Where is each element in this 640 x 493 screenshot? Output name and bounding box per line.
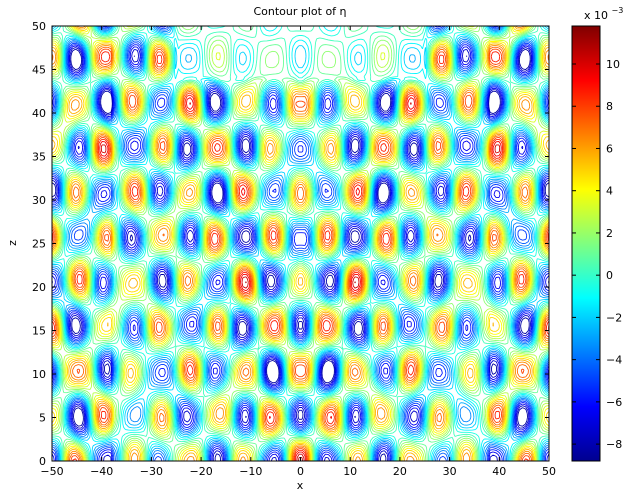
y-tick-label: 5 — [39, 412, 46, 425]
contour-lines — [52, 26, 549, 461]
contour-level — [52, 26, 549, 461]
contour-level — [52, 26, 549, 461]
x-tick-label: 20 — [393, 465, 407, 478]
y-axis: 0 5 10 15 20 25 30 35 40 45 50 — [32, 20, 549, 468]
x-tick-label: 30 — [443, 465, 457, 478]
y-tick-label: 15 — [32, 325, 46, 338]
colorbar-scale-label: x 10 −3 — [584, 6, 623, 22]
contour-level — [52, 47, 549, 461]
y-tick-label: 25 — [32, 238, 46, 251]
contour-level — [245, 281, 356, 461]
contour-level — [52, 26, 549, 461]
contour-level — [52, 26, 549, 461]
colorbar-tick-label: −2 — [606, 311, 622, 324]
colorbar-tick-label: 0 — [606, 269, 613, 282]
chart-title: Contour plot of η — [253, 5, 346, 18]
contour-level — [52, 26, 549, 461]
x-axis: −50 −40 −30 −20 −10 0 10 20 30 40 50 — [40, 26, 556, 478]
colorbar-tick-label: 8 — [606, 100, 613, 113]
y-tick-label: 35 — [32, 151, 46, 164]
x-tick-label: 0 — [297, 465, 304, 478]
colorbar-tick-label: −4 — [606, 354, 622, 367]
y-tick-label: 50 — [32, 20, 46, 33]
x-tick-label: −20 — [189, 465, 212, 478]
contour-level — [52, 26, 549, 461]
colorbar: −8 −6 −4 −2 0 2 4 6 8 10 x 10 −3 — [571, 6, 623, 462]
contour-level — [52, 26, 549, 461]
colorbar-gradient — [571, 25, 601, 462]
colorbar-tick-label: 2 — [606, 227, 613, 240]
contour-level — [52, 26, 549, 461]
colorbar-ticks: −8 −6 −4 −2 0 2 4 6 8 10 — [572, 58, 622, 451]
x-tick-label: −40 — [90, 465, 113, 478]
contour-level — [52, 26, 549, 461]
x-tick-label: 40 — [492, 465, 506, 478]
colorbar-tick-label: 4 — [606, 185, 613, 198]
x-tick-label: −30 — [140, 465, 163, 478]
contour-level — [52, 48, 549, 461]
x-tick-label: −10 — [239, 465, 262, 478]
colorbar-scale-base: x 10 — [584, 9, 608, 22]
contour-level — [52, 26, 549, 461]
colorbar-scale-exponent: −3 — [612, 6, 624, 15]
x-tick-label: 50 — [542, 465, 556, 478]
contour-level — [52, 26, 549, 461]
contour-level — [100, 102, 501, 461]
x-tick-label: −50 — [40, 465, 63, 478]
x-axis-label: x — [297, 479, 304, 492]
y-tick-label: 10 — [32, 368, 46, 381]
contour-level — [52, 26, 549, 461]
contour-level — [52, 26, 549, 461]
contour-level — [52, 26, 549, 461]
colorbar-tick-label: 6 — [606, 142, 613, 155]
contour-level — [52, 26, 549, 461]
y-axis-label: z — [6, 240, 19, 246]
y-tick-label: 40 — [32, 107, 46, 120]
colorbar-tick-label: −8 — [606, 438, 622, 451]
y-tick-label: 45 — [32, 64, 46, 77]
colorbar-tick-label: −6 — [606, 396, 622, 409]
contour-level — [52, 26, 549, 461]
y-tick-label: 0 — [39, 455, 46, 468]
x-tick-label: 10 — [343, 465, 357, 478]
y-tick-label: 30 — [32, 194, 46, 207]
contour-level — [52, 26, 549, 461]
contour-level — [52, 26, 549, 461]
colorbar-tick-label: 10 — [606, 58, 620, 71]
contour-level — [52, 97, 549, 461]
y-tick-label: 20 — [32, 281, 46, 294]
